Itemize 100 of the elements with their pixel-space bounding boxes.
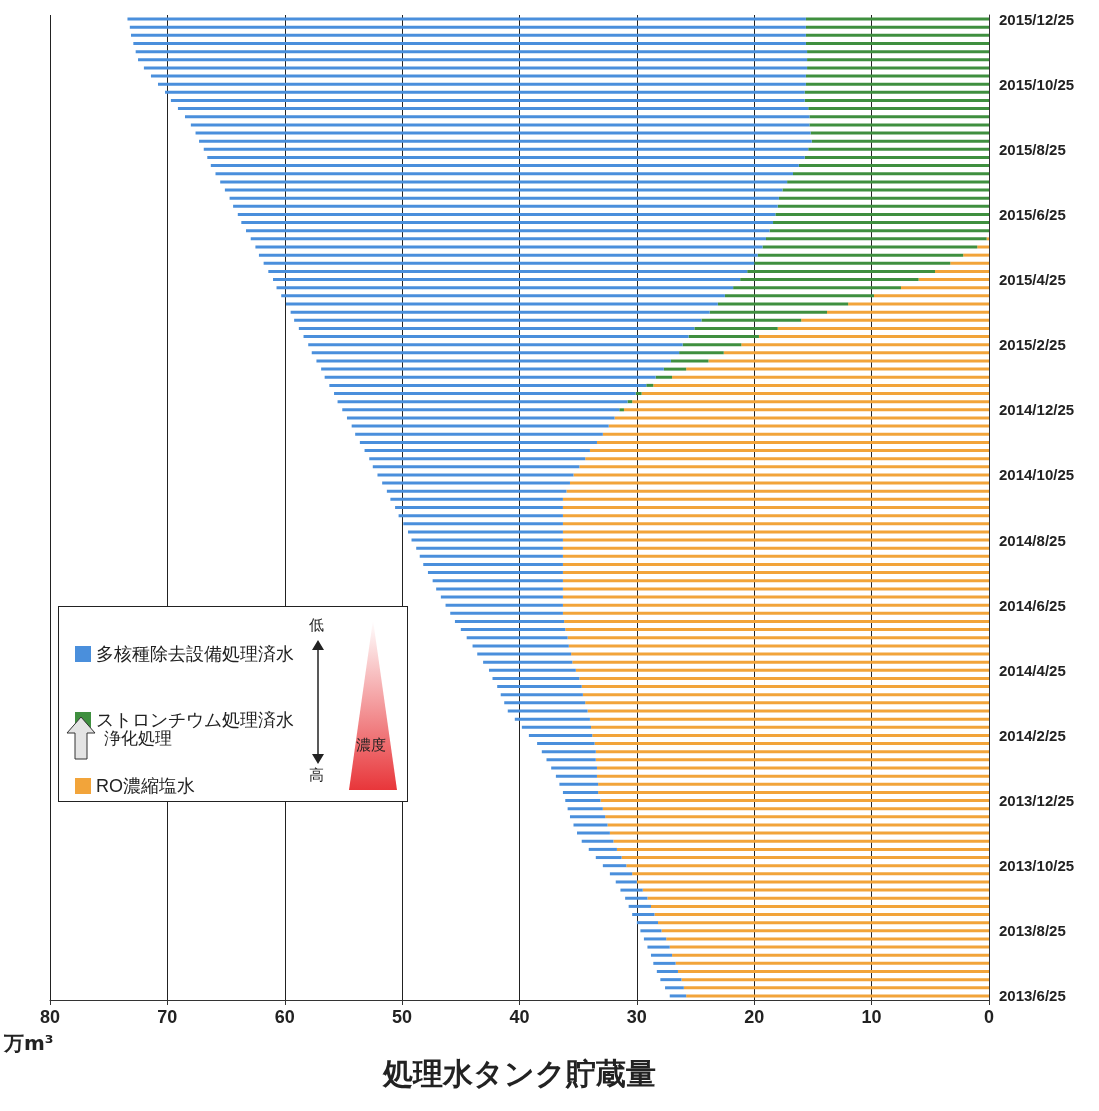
bar bbox=[579, 465, 989, 469]
bar bbox=[334, 392, 636, 396]
bar bbox=[483, 660, 573, 664]
bar bbox=[589, 449, 989, 453]
y-tick-label: 2015/10/25 bbox=[999, 75, 1075, 93]
bar bbox=[566, 489, 989, 493]
bar bbox=[613, 839, 989, 843]
bar bbox=[804, 98, 989, 102]
bar bbox=[810, 131, 989, 135]
bar bbox=[596, 766, 989, 770]
bar bbox=[562, 611, 989, 615]
bar bbox=[337, 400, 628, 404]
bar bbox=[562, 554, 989, 558]
bar bbox=[250, 237, 766, 241]
bar bbox=[807, 58, 989, 62]
bar bbox=[445, 603, 563, 607]
bar bbox=[594, 742, 989, 746]
bar bbox=[900, 286, 989, 290]
bar bbox=[555, 774, 597, 778]
bar bbox=[963, 253, 989, 257]
bar bbox=[669, 945, 989, 949]
bar bbox=[655, 375, 673, 379]
annotation: 浄化処理 bbox=[104, 728, 172, 750]
bar bbox=[311, 351, 680, 355]
bar bbox=[436, 587, 563, 591]
bar bbox=[602, 432, 989, 436]
bar bbox=[589, 717, 989, 721]
bar bbox=[575, 668, 989, 672]
bar bbox=[514, 717, 590, 721]
bar bbox=[546, 758, 596, 762]
y-tick-label: 2013/6/25 bbox=[999, 987, 1066, 1005]
bar bbox=[210, 164, 799, 168]
bar bbox=[565, 799, 601, 803]
bar bbox=[298, 326, 695, 330]
bar bbox=[632, 400, 989, 404]
bar bbox=[625, 896, 648, 900]
bar bbox=[215, 172, 793, 176]
bar bbox=[541, 750, 596, 754]
bar bbox=[595, 750, 989, 754]
bar bbox=[241, 221, 774, 225]
bar bbox=[190, 123, 810, 127]
legend-label: RO濃縮塩水 bbox=[96, 776, 195, 796]
bar bbox=[708, 359, 989, 363]
x-tick-label: 20 bbox=[744, 1007, 765, 1027]
bar bbox=[672, 953, 989, 957]
bar bbox=[324, 375, 656, 379]
bar bbox=[585, 701, 989, 705]
y-tick-label: 2014/10/25 bbox=[999, 466, 1075, 484]
bar bbox=[127, 17, 806, 21]
bar bbox=[195, 131, 811, 135]
bar bbox=[805, 33, 989, 37]
bar bbox=[627, 400, 633, 404]
bar bbox=[492, 676, 580, 680]
y-tick-label: 2014/12/25 bbox=[999, 401, 1075, 419]
x-tick-label: 80 bbox=[39, 1007, 61, 1027]
bar bbox=[450, 611, 563, 615]
bar bbox=[454, 619, 565, 623]
bar bbox=[268, 269, 748, 273]
bar bbox=[672, 375, 989, 379]
y-tick-label: 2014/6/25 bbox=[999, 596, 1066, 614]
bar bbox=[723, 351, 989, 355]
bar bbox=[621, 856, 989, 860]
bar bbox=[377, 473, 574, 477]
bar bbox=[805, 41, 989, 45]
bar bbox=[500, 693, 583, 697]
bar bbox=[598, 782, 989, 786]
bar bbox=[773, 221, 989, 225]
bar bbox=[255, 245, 763, 249]
bar bbox=[565, 628, 989, 632]
bar bbox=[787, 180, 989, 184]
bar bbox=[386, 489, 567, 493]
bar bbox=[440, 595, 563, 599]
bar bbox=[504, 701, 586, 705]
bar bbox=[661, 929, 989, 933]
bar bbox=[709, 310, 828, 314]
bar bbox=[537, 742, 595, 746]
bar bbox=[596, 774, 989, 778]
bar bbox=[359, 440, 597, 444]
bar bbox=[572, 660, 989, 664]
bar bbox=[258, 253, 758, 257]
bar bbox=[757, 253, 964, 257]
bar bbox=[577, 831, 610, 835]
bar bbox=[656, 970, 678, 974]
bar bbox=[585, 457, 989, 461]
bar bbox=[316, 359, 671, 363]
bar bbox=[694, 326, 778, 330]
bar bbox=[595, 758, 989, 762]
bar bbox=[395, 506, 563, 509]
bar bbox=[587, 709, 989, 713]
bar bbox=[808, 147, 989, 151]
bar bbox=[623, 408, 989, 412]
bar bbox=[246, 229, 770, 233]
bar bbox=[369, 457, 586, 461]
bar bbox=[595, 856, 622, 860]
bar bbox=[346, 416, 615, 420]
x-tick-label: 10 bbox=[861, 1007, 882, 1027]
bar bbox=[778, 196, 989, 200]
x-tick-label: 30 bbox=[626, 1007, 647, 1027]
bar bbox=[199, 139, 812, 143]
bar bbox=[717, 302, 849, 306]
